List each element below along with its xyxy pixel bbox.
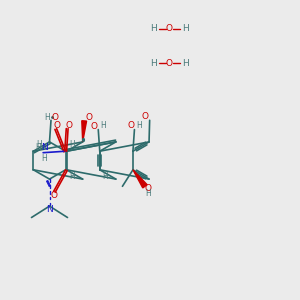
Text: H: H: [37, 140, 42, 149]
Text: O: O: [53, 121, 60, 130]
Text: O: O: [166, 24, 173, 33]
Text: O: O: [127, 122, 134, 130]
Text: H: H: [102, 172, 108, 181]
Text: N: N: [41, 143, 48, 152]
Text: H: H: [35, 143, 41, 152]
Text: O: O: [52, 113, 59, 122]
Text: O: O: [144, 184, 152, 193]
Text: O: O: [142, 112, 148, 121]
Text: O: O: [65, 121, 72, 130]
Text: N: N: [46, 205, 53, 214]
Text: H: H: [69, 172, 75, 181]
Text: H: H: [136, 121, 142, 130]
Polygon shape: [133, 170, 147, 188]
Text: O: O: [50, 190, 57, 200]
Text: O: O: [166, 58, 173, 68]
Text: H: H: [145, 189, 151, 198]
Text: H: H: [42, 154, 47, 163]
Polygon shape: [82, 121, 87, 142]
Text: H: H: [100, 122, 106, 130]
Text: O: O: [85, 113, 92, 122]
Text: H: H: [182, 24, 188, 33]
Text: H: H: [44, 113, 50, 122]
Text: H: H: [70, 140, 75, 149]
Text: H: H: [151, 58, 157, 68]
Text: H: H: [151, 24, 157, 33]
Text: H: H: [182, 58, 188, 68]
Text: O: O: [90, 122, 97, 131]
